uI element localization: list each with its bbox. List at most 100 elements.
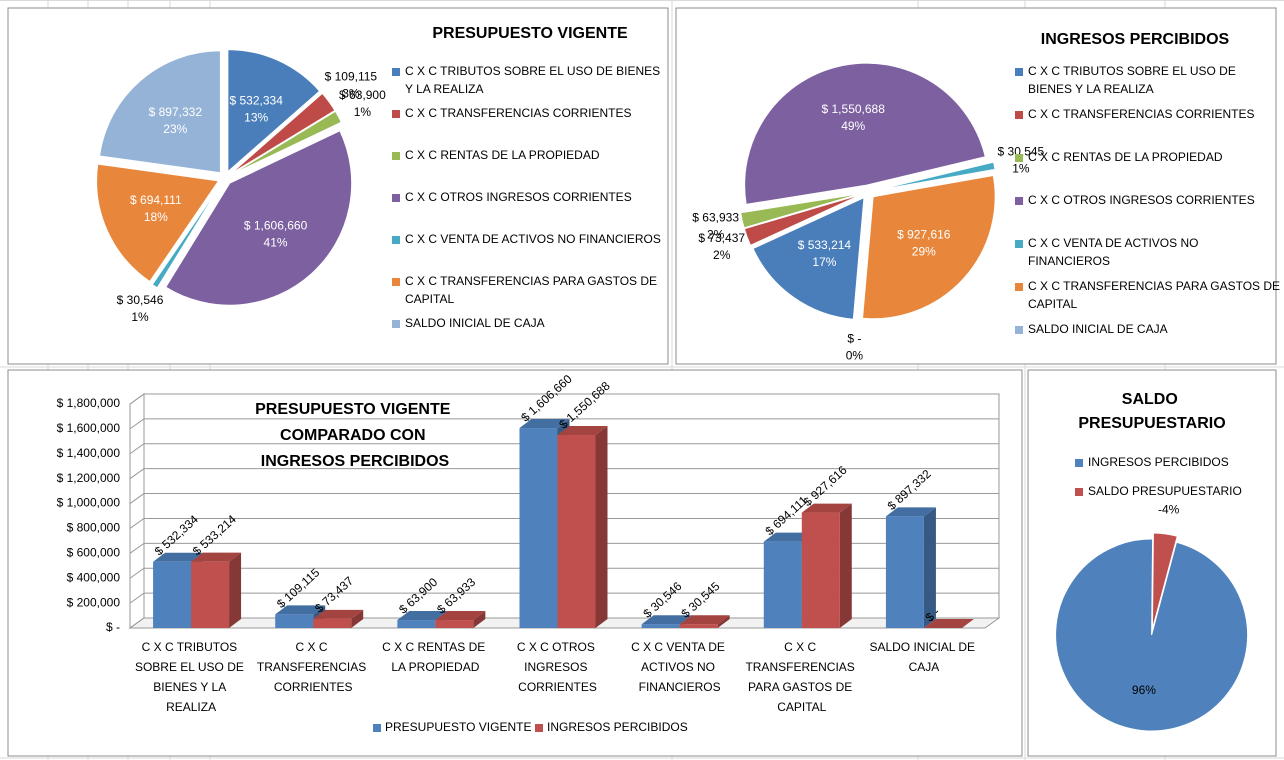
bar-face (801, 512, 840, 628)
grid-line (129, 418, 999, 430)
data-label: $ 1,550,688 (822, 102, 886, 116)
side-wall (129, 393, 145, 629)
x-tick-label: C X C TRANSFERENCIAS CORRIENTES (257, 640, 370, 694)
bar-face (679, 615, 730, 625)
percent-label: 3% (342, 87, 360, 101)
pie-slice (874, 161, 996, 192)
legend-swatch (1015, 240, 1023, 248)
bar-face (191, 561, 230, 628)
pie-slice (743, 193, 862, 246)
legend-label: C X C TRANSFERENCIAS PARA GASTOS DE CAPI… (405, 274, 660, 306)
grid-line (129, 542, 999, 554)
y-tick-label: $ 1,400,000 (57, 446, 121, 460)
bar-face (191, 552, 242, 562)
bar-face (923, 619, 974, 628)
legend-label: C X C VENTA DE ACTIVOS NO FINANCIEROS (1028, 236, 1202, 268)
bar-face (275, 605, 326, 615)
y-tick-label: $ 1,200,000 (57, 471, 121, 485)
bar (191, 552, 242, 628)
x-tick-label: C X C TRIBUTOS SOBRE EL USO DE BIENES Y … (135, 640, 247, 714)
x-tick-label: C X C OTROS INGRESOS CORRIENTES (517, 640, 598, 694)
pie-slice (96, 163, 220, 283)
pie-slice (861, 174, 996, 320)
bar-face (153, 561, 192, 628)
legend-label: C X C TRANSFERENCIAS CORRIENTES (1028, 107, 1254, 121)
grid-line (129, 493, 999, 504)
percent-label: 13% (244, 110, 268, 124)
chart-title: INGRESOS PERCIBIDOS (1041, 31, 1230, 48)
legend-swatch (1015, 197, 1023, 205)
data-label: $ 73,437 (698, 231, 745, 245)
x-tick-label: C X C RENTAS DE LA PROPIEDAD (382, 640, 488, 674)
data-label: $ 533,214 (798, 238, 852, 252)
bar-face (839, 503, 852, 628)
percent-label: 2% (713, 248, 731, 262)
legend-swatch (392, 68, 400, 76)
percent-label: 0% (846, 349, 864, 363)
legend-label: PRESUPUESTO VIGENTE (385, 720, 531, 734)
legend-label: SALDO INICIAL DE CAJA (1028, 322, 1168, 336)
chart-title: PRESUPUESTO VIGENTE COMPARADO CON INGRES… (255, 401, 455, 470)
bar (435, 611, 486, 628)
bar (923, 619, 974, 628)
bar-face (885, 507, 936, 517)
bar-face (801, 503, 852, 513)
bar-face (519, 428, 558, 628)
legend-swatch (1015, 154, 1023, 162)
grid-line (129, 592, 999, 604)
y-tick-label: $ 1,800,000 (57, 396, 121, 410)
pie-slice (1151, 532, 1178, 630)
bar (801, 503, 852, 628)
bar-face (473, 611, 486, 628)
legend-swatch (392, 194, 400, 202)
data-label: $ 30,545 (998, 144, 1045, 158)
legend-swatch (1015, 326, 1023, 334)
bar-face (351, 609, 364, 628)
percent-label: 2% (707, 227, 725, 241)
percent-label: 23% (163, 122, 187, 136)
bar (885, 507, 936, 628)
y-tick-label: $ 1,000,000 (57, 496, 121, 510)
legend-swatch (1075, 488, 1083, 496)
bar-face (313, 618, 352, 628)
x-tick-label: C X C TRANSFERENCIAS PARA GASTOS DE CAPI… (745, 640, 858, 714)
bar-face (763, 541, 802, 628)
bar-face (153, 552, 204, 562)
pie-slice (151, 183, 222, 289)
pie-slice (230, 110, 342, 176)
y-tick-label: $ - (106, 620, 120, 634)
bar-face (641, 624, 680, 628)
pie-slice (165, 130, 353, 306)
grid-line (129, 468, 999, 480)
data-label: $ 63,900 (339, 88, 386, 102)
legend-label: C X C OTROS INGRESOS CORRIENTES (1028, 193, 1255, 207)
x-tick-label: C X C VENTA DE ACTIVOS NO FINANCIEROS (631, 640, 728, 694)
data-label: $ 109,115 (325, 70, 378, 84)
percent-label: 18% (144, 210, 168, 224)
legend-label: SALDO PRESUPUESTARIO (1088, 484, 1242, 498)
legend-label: C X C TRIBUTOS SOBRE EL USO DE BIENES Y … (1028, 64, 1239, 96)
grid-line (129, 393, 999, 405)
data-label: $ 1,606,660 (244, 218, 308, 232)
bar-face (435, 611, 486, 621)
bar-face (275, 614, 314, 628)
data-label: 96% (1132, 683, 1156, 697)
data-label: $ 63,933 (692, 210, 739, 224)
data-label: $ 897,332 (149, 105, 203, 119)
percent-label: 1% (1012, 161, 1030, 175)
grid-line (129, 443, 999, 455)
bar (679, 615, 730, 628)
legend-label: INGRESOS PERCIBIDOS (547, 720, 688, 734)
legend-label: INGRESOS PERCIBIDOS (1088, 455, 1229, 469)
pie-slice (1055, 538, 1249, 732)
bar-face (229, 552, 242, 628)
data-label: $ 30,546 (117, 293, 164, 307)
bar-face (717, 615, 730, 628)
legend-label: C X C TRANSFERENCIAS PARA GASTOS DE CAPI… (1028, 279, 1283, 311)
legend-swatch (1015, 111, 1023, 119)
pie-slice (740, 193, 862, 229)
y-tick-label: $ 600,000 (67, 546, 121, 560)
bar-face (313, 609, 364, 619)
legend-swatch (373, 724, 381, 732)
